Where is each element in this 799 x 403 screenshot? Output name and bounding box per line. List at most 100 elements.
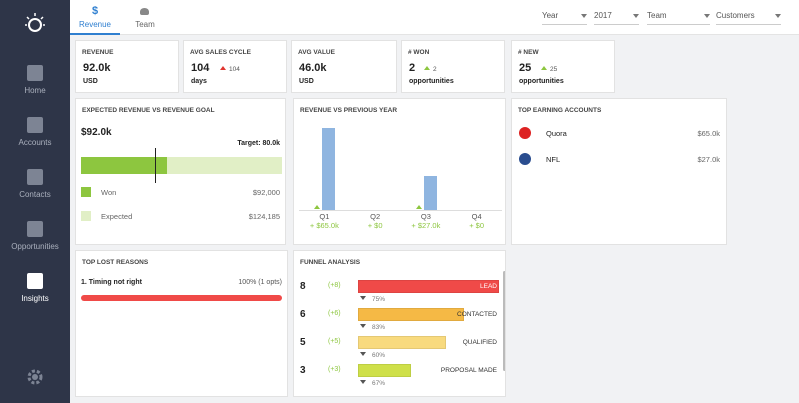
- card-title: TOP EARNING ACCOUNTS: [518, 107, 602, 114]
- account-name[interactable]: Quora: [546, 129, 567, 138]
- revenue-chart-card: REVENUE VS PREVIOUS YEAR Q1 + $65.0k Q2 + $0…: [293, 98, 506, 245]
- change-arrow: [220, 66, 226, 70]
- kpi-card: AVG SALES CYCLE 104 104 days: [183, 40, 287, 93]
- lost-reasons-card: TOP LOST REASONS 1. Timing not right 100% …: [75, 250, 288, 397]
- kpi-change: 2: [424, 66, 437, 73]
- kpi-subtitle: USD: [83, 78, 98, 85]
- tab-icon: $: [91, 5, 99, 17]
- account-logo: [519, 153, 531, 165]
- dropdown-arrow: [775, 14, 781, 21]
- kpi-value: 2: [409, 62, 416, 74]
- kpi-value: 25: [519, 62, 532, 74]
- tab-label: Revenue: [78, 20, 112, 29]
- legend-swatch: [81, 187, 91, 197]
- filter-dropdown[interactable]: Year: [542, 11, 587, 25]
- kpi-change: 25: [541, 66, 557, 73]
- previous-year-marker: [314, 205, 321, 209]
- nav-icon: [27, 65, 43, 81]
- previous-year-marker: [415, 205, 422, 209]
- kpi-card: # WON 2 2 opportunities: [401, 40, 505, 93]
- total-revenue: $92.0k: [81, 127, 112, 138]
- dropdown-arrow: [704, 14, 710, 21]
- progress-segment: [166, 157, 282, 174]
- kpi-title: REVENUE: [82, 49, 114, 56]
- account-name[interactable]: NFL: [546, 155, 561, 164]
- stage-name: LEAD: [480, 283, 497, 290]
- stage-change: (+6): [328, 310, 341, 317]
- x-tick-label: Q3: [420, 212, 431, 221]
- logo: [25, 13, 45, 32]
- filter-dropdown[interactable]: Customers: [716, 11, 781, 25]
- nav-label: Home: [24, 86, 46, 95]
- card-title: FUNNEL ANALYSIS: [300, 259, 361, 266]
- nav-label: Contacts: [19, 190, 51, 199]
- reason-bar: [81, 295, 282, 301]
- funnel-bar: [358, 364, 411, 377]
- scrollbar: [503, 271, 505, 371]
- reason-value: 100% (1 opts): [238, 279, 282, 286]
- tab[interactable]: $ Revenue: [75, 6, 115, 30]
- conversion-value: 83%: [372, 324, 386, 331]
- nav-item[interactable]: Insights: [0, 273, 70, 303]
- expected-revenue-card: EXPECTED REVENUE VS REVENUE GOAL $92.0k Ta…: [75, 98, 286, 245]
- nav-item[interactable]: Home: [0, 65, 70, 95]
- card-title: TOP LOST REASONS: [82, 259, 149, 266]
- kpi-title: AVG VALUE: [298, 49, 335, 56]
- top-accounts-card: TOP EARNING ACCOUNTS Quora $65.0k NFL $27.0k: [511, 98, 727, 245]
- filter-dropdown[interactable]: 2017: [594, 11, 639, 25]
- kpi-value: 46.0k: [299, 62, 327, 74]
- change-value: 25: [550, 66, 558, 73]
- stage-name: CONTACTED: [457, 311, 497, 318]
- nav-item[interactable]: Accounts: [0, 117, 70, 147]
- nav-label: Opportunities: [11, 242, 59, 251]
- funnel-bar: [358, 280, 499, 293]
- legend-value: $92,000: [252, 188, 280, 197]
- settings-icon[interactable]: [26, 368, 44, 386]
- nav-item[interactable]: Contacts: [0, 169, 70, 199]
- conversion-rate: 60%: [360, 352, 385, 359]
- filter-dropdown[interactable]: Team: [647, 11, 710, 25]
- filter-value: 2017: [594, 11, 612, 20]
- tab[interactable]: Team: [125, 8, 165, 29]
- kpi-title: AVG SALES CYCLE: [190, 49, 251, 56]
- conversion-rate: 75%: [360, 296, 385, 303]
- kpi-title: # NEW: [518, 49, 539, 56]
- page-bottom: [74, 397, 799, 403]
- change-arrow: [541, 66, 547, 70]
- nav-icon: [27, 273, 43, 289]
- kpi-value: 92.0k: [83, 62, 111, 74]
- kpi-subtitle: opportunities: [409, 78, 454, 85]
- funnel-bar: [358, 336, 447, 349]
- stage-count: 8: [300, 281, 306, 292]
- dropdown-arrow: [633, 14, 639, 21]
- legend-value: $124,185: [248, 212, 280, 221]
- stage-change: (+8): [328, 282, 341, 289]
- account-logo: [519, 127, 531, 139]
- change-arrow: [424, 66, 430, 70]
- conversion-arrow: [360, 352, 366, 356]
- reason-label: 1. Timing not right: [81, 279, 142, 286]
- x-tick-label: Q4: [471, 212, 482, 221]
- legend-label: Expected: [101, 212, 133, 221]
- stage-change: (+3): [328, 366, 341, 373]
- dropdown-arrow: [581, 14, 587, 21]
- account-value: $27.0k: [697, 155, 720, 164]
- nav-icon: [27, 117, 43, 133]
- conversion-value: 75%: [372, 296, 386, 303]
- account-value: $65.0k: [697, 129, 720, 138]
- stage-name: PROPOSAL MADE: [440, 367, 497, 374]
- change-value: 2: [433, 66, 437, 73]
- value-label: + $0: [469, 221, 485, 230]
- axis-line: [299, 210, 502, 211]
- card-title: REVENUE VS PREVIOUS YEAR: [300, 107, 398, 114]
- nav-item[interactable]: Opportunities: [0, 221, 70, 251]
- target-marker: [155, 148, 157, 183]
- funnel-bar: [358, 308, 464, 321]
- kpi-subtitle: opportunities: [519, 78, 564, 85]
- value-label: + $65.0k: [309, 221, 339, 230]
- bar: [423, 175, 437, 210]
- kpi-value: 104: [191, 62, 210, 74]
- conversion-rate: 67%: [360, 380, 385, 387]
- filter-value: Customers: [716, 11, 755, 20]
